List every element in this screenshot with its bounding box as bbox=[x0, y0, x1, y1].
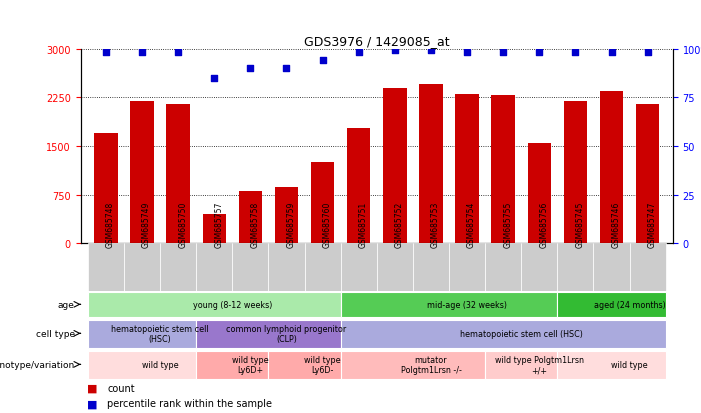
Bar bbox=[485, 351, 557, 379]
Text: mutator
Polgtm1Lrsn -/-: mutator Polgtm1Lrsn -/- bbox=[400, 355, 461, 374]
Text: GSM685745: GSM685745 bbox=[576, 201, 585, 247]
Point bbox=[570, 50, 581, 56]
Bar bbox=[88, 351, 196, 379]
Text: common lymphoid progenitor
(CLP): common lymphoid progenitor (CLP) bbox=[226, 324, 346, 343]
Bar bbox=[124, 244, 160, 291]
Bar bbox=[160, 244, 196, 291]
Bar bbox=[196, 244, 232, 291]
Bar bbox=[629, 244, 666, 291]
Bar bbox=[564, 101, 587, 244]
Bar bbox=[88, 244, 124, 291]
Bar bbox=[491, 96, 515, 244]
Bar bbox=[557, 293, 666, 318]
Bar bbox=[196, 351, 268, 379]
Bar bbox=[557, 244, 594, 291]
Bar bbox=[636, 104, 660, 244]
Text: ■: ■ bbox=[86, 383, 97, 393]
Bar bbox=[268, 351, 341, 379]
Text: wild type: wild type bbox=[142, 360, 178, 369]
Bar bbox=[383, 88, 407, 244]
Point bbox=[642, 50, 653, 56]
Bar bbox=[88, 320, 196, 349]
Point bbox=[172, 50, 184, 56]
Text: ■: ■ bbox=[86, 398, 97, 408]
Title: GDS3976 / 1429085_at: GDS3976 / 1429085_at bbox=[304, 36, 449, 48]
Bar bbox=[94, 134, 118, 244]
Point bbox=[353, 50, 365, 56]
Bar bbox=[238, 192, 262, 244]
Text: hematopoietic stem cell (HSC): hematopoietic stem cell (HSC) bbox=[460, 329, 583, 338]
Bar bbox=[304, 244, 341, 291]
Bar bbox=[456, 95, 479, 244]
Bar bbox=[196, 320, 341, 349]
Bar bbox=[88, 293, 341, 318]
Text: wild type
Ly6D-: wild type Ly6D- bbox=[304, 355, 341, 374]
Text: GSM685757: GSM685757 bbox=[215, 201, 223, 247]
Text: GSM685753: GSM685753 bbox=[431, 201, 440, 247]
Text: GSM685759: GSM685759 bbox=[287, 201, 296, 247]
Point bbox=[209, 76, 220, 82]
Text: GSM685750: GSM685750 bbox=[178, 201, 187, 247]
Bar bbox=[419, 85, 443, 244]
Bar bbox=[203, 215, 226, 244]
Point bbox=[498, 50, 509, 56]
Bar bbox=[522, 244, 557, 291]
Point bbox=[281, 66, 292, 72]
Text: wild type
Ly6D+: wild type Ly6D+ bbox=[232, 355, 268, 374]
Bar bbox=[347, 128, 370, 244]
Text: age: age bbox=[57, 300, 75, 309]
Bar bbox=[166, 104, 190, 244]
Text: wild type: wild type bbox=[611, 360, 648, 369]
Text: GSM685756: GSM685756 bbox=[539, 201, 548, 247]
Bar bbox=[341, 351, 485, 379]
Point bbox=[461, 50, 472, 56]
Bar bbox=[449, 244, 485, 291]
Text: count: count bbox=[107, 383, 135, 393]
Bar bbox=[594, 244, 629, 291]
Text: wild type Polgtm1Lrsn
+/+: wild type Polgtm1Lrsn +/+ bbox=[495, 355, 584, 374]
Bar bbox=[600, 92, 623, 244]
Text: GSM685758: GSM685758 bbox=[250, 201, 259, 247]
Bar bbox=[413, 244, 449, 291]
Text: young (8-12 weeks): young (8-12 weeks) bbox=[193, 300, 272, 309]
Bar bbox=[557, 351, 666, 379]
Bar bbox=[275, 188, 298, 244]
Text: hematopoietic stem cell
(HSC): hematopoietic stem cell (HSC) bbox=[111, 324, 209, 343]
Bar bbox=[311, 163, 334, 244]
Bar bbox=[528, 143, 551, 244]
Text: GSM685748: GSM685748 bbox=[106, 201, 115, 247]
Text: GSM685755: GSM685755 bbox=[503, 201, 512, 247]
Point bbox=[245, 66, 256, 72]
Point bbox=[317, 58, 328, 64]
Bar bbox=[377, 244, 413, 291]
Point bbox=[100, 50, 111, 56]
Bar bbox=[341, 320, 666, 349]
Text: GSM685752: GSM685752 bbox=[395, 201, 404, 247]
Bar bbox=[341, 244, 377, 291]
Text: aged (24 months): aged (24 months) bbox=[594, 300, 665, 309]
Point bbox=[533, 50, 545, 56]
Text: percentile rank within the sample: percentile rank within the sample bbox=[107, 398, 272, 408]
Bar bbox=[130, 101, 154, 244]
Point bbox=[389, 47, 400, 54]
Bar bbox=[485, 244, 522, 291]
Bar bbox=[232, 244, 268, 291]
Text: GSM685749: GSM685749 bbox=[142, 201, 151, 247]
Text: mid-age (32 weeks): mid-age (32 weeks) bbox=[427, 300, 507, 309]
Text: GSM685754: GSM685754 bbox=[467, 201, 476, 247]
Bar bbox=[268, 244, 304, 291]
Point bbox=[137, 50, 148, 56]
Text: genotype/variation: genotype/variation bbox=[0, 360, 75, 369]
Point bbox=[426, 47, 437, 54]
Bar bbox=[341, 293, 557, 318]
Text: GSM685751: GSM685751 bbox=[359, 201, 368, 247]
Text: cell type: cell type bbox=[36, 329, 75, 338]
Text: GSM685760: GSM685760 bbox=[322, 201, 332, 247]
Text: GSM685746: GSM685746 bbox=[611, 201, 620, 247]
Point bbox=[606, 50, 617, 56]
Text: GSM685747: GSM685747 bbox=[648, 201, 657, 247]
